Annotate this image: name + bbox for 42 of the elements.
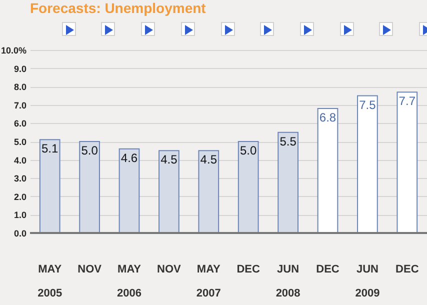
- data-label: 7.7: [398, 94, 416, 108]
- bar: [278, 132, 298, 234]
- x-tick-label: NOV: [78, 264, 102, 276]
- bar: [158, 150, 180, 234]
- bar: [118, 148, 140, 234]
- data-label: 4.5: [200, 152, 218, 167]
- y-tick-label: 5.0: [14, 137, 26, 147]
- y-tick-label: 9.0: [14, 64, 26, 74]
- bar: [396, 92, 418, 234]
- x-tick-label: DEC: [316, 264, 340, 276]
- y-tick-label: 8.0: [14, 82, 26, 92]
- y-tick-label: 0.0: [14, 228, 26, 238]
- x-tick-label: NOV: [157, 264, 182, 276]
- y-tick-label: 4.0: [14, 155, 26, 166]
- data-label: 5.0: [240, 144, 258, 158]
- y-tick-label: 1.0: [14, 210, 26, 220]
- data-label: 4.6: [120, 150, 138, 165]
- y-tick-label: 7.0: [14, 100, 26, 110]
- x-tick-label: JUN 2008: [276, 264, 300, 300]
- bar: [39, 139, 60, 234]
- y-tick-label: 10.0%: [0, 46, 26, 56]
- chart-title: Forecasts: Unemployment: [30, 0, 206, 16]
- x-tick-label: JUN 2009: [355, 264, 380, 300]
- data-label: 4.5: [160, 152, 178, 167]
- data-label: 5.5: [280, 134, 297, 148]
- data-label: 6.8: [319, 110, 336, 125]
- bar: [357, 95, 378, 234]
- data-label: 7.5: [359, 98, 376, 112]
- x-tick-label: MAY 2006: [117, 264, 142, 300]
- bar: [198, 150, 220, 234]
- y-tick-label: 3.0: [14, 174, 26, 184]
- x-tick-label: DEC: [236, 264, 260, 276]
- x-tick-label: MAY 2005: [38, 264, 62, 300]
- x-tick-label: MAY 2007: [196, 264, 222, 300]
- y-tick-label: 2.0: [14, 192, 26, 202]
- data-label: 5.1: [42, 142, 59, 156]
- y-tick-label: 6.0: [14, 118, 26, 129]
- data-label: 5.0: [81, 144, 98, 158]
- bar: [79, 141, 100, 234]
- x-tick-label: DEC: [396, 264, 419, 276]
- bar: [238, 141, 259, 234]
- bar: [317, 108, 338, 234]
